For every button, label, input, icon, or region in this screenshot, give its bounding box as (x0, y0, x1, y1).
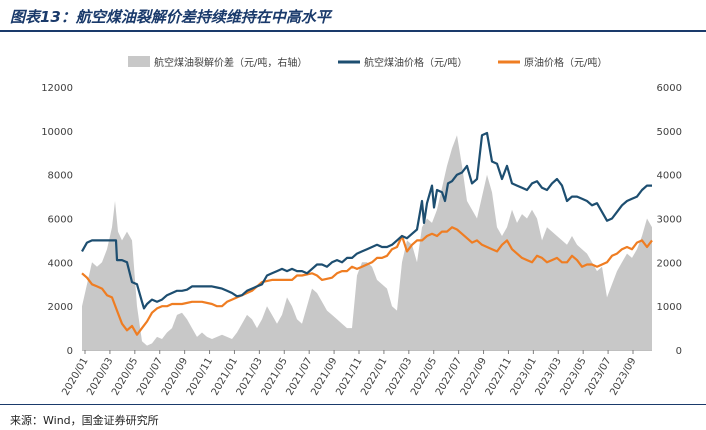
source-note: 来源：Wind，国金证券研究所 (10, 414, 159, 427)
legend-label: 航空煤油裂解价差（元/吨，右轴） (154, 56, 307, 69)
y-left-tick-label: 6000 (48, 215, 73, 226)
series-line-jet-fuel-price (81, 131, 652, 310)
y-right-tick-label: 6000 (657, 83, 682, 94)
axes (82, 349, 652, 354)
y-left-tick-label: 10000 (41, 127, 73, 138)
legend: 航空煤油裂解价差（元/吨，右轴） 航空煤油价格（元/吨） 原油价格（元/吨） (128, 56, 607, 69)
figure-title: 图表13：航空煤油裂解价差持续维持在中高水平 (10, 8, 331, 26)
legend-label: 航空煤油价格（元/吨） (364, 56, 467, 69)
y-left-tick-label: 8000 (48, 171, 73, 182)
y-right-tick-label: 4000 (657, 171, 682, 182)
y-right-tick-label: 1000 (657, 302, 682, 313)
title-rule (0, 30, 706, 32)
y-left-tick-label: 4000 (48, 258, 73, 269)
footer-rule (0, 404, 706, 405)
legend-label: 原油价格（元/吨） (524, 56, 607, 69)
y-right-tick-label: 2000 (657, 258, 682, 269)
series-area-jet-fuel-crack-spread (82, 135, 652, 350)
series-layer (81, 131, 653, 350)
chart: 航空煤油裂解价差（元/吨，右轴） 航空煤油价格（元/吨） 原油价格（元/吨） 0 20… (41, 56, 682, 397)
y-right-tick-label: 5000 (657, 127, 682, 138)
series-line-crude-oil-price (81, 226, 653, 336)
y-left-tick-label: 12000 (41, 83, 73, 94)
y-left-tick-label: 0 (67, 346, 73, 357)
y-right-tick-label: 3000 (657, 215, 682, 226)
legend-swatch-spread (128, 56, 150, 67)
y-left-tick-label: 2000 (48, 302, 73, 313)
y-right-tick-label: 0 (676, 346, 682, 357)
